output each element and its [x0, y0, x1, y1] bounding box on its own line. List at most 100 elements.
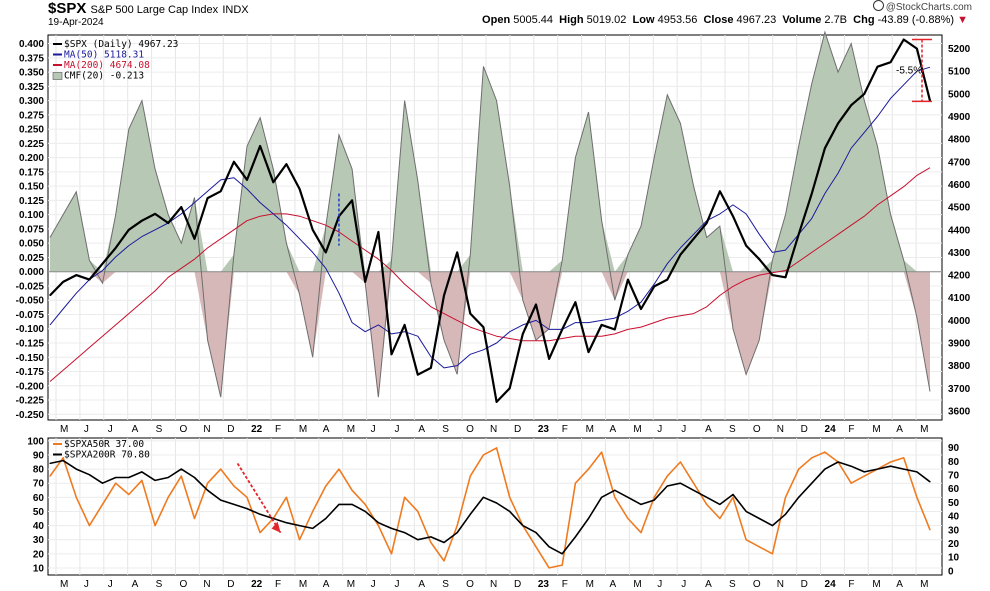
spxa50r-point — [627, 517, 629, 520]
x-tick-label: J — [108, 424, 113, 435]
price-point — [115, 247, 117, 249]
x-tick-label: J — [657, 424, 662, 435]
price-point — [430, 367, 432, 369]
legend-label: $SPXA200R 70.80 — [64, 450, 150, 461]
spxa200r-point — [876, 468, 879, 470]
price-point — [561, 328, 563, 331]
x-tick-label: M — [586, 424, 594, 435]
price-point — [482, 326, 485, 328]
spxa200r-point — [49, 462, 51, 465]
spxa200r-point — [587, 517, 590, 520]
price-point — [535, 303, 537, 306]
spxa200r-point — [364, 510, 366, 513]
spxa50r-point — [495, 447, 498, 449]
spxa50r-point — [640, 532, 642, 534]
x-tick-label: 22 — [251, 579, 263, 590]
spxa50r-point — [561, 564, 563, 566]
price-point — [469, 312, 471, 315]
spxa50r-point — [154, 524, 156, 527]
spxa50r-point — [298, 539, 301, 541]
x-tick-label: 23 — [538, 424, 550, 435]
spxa200r-point — [88, 474, 91, 476]
y-tick-label-right: 90 — [948, 443, 960, 454]
y-tick-label-right: 4800 — [948, 135, 971, 146]
spxa50r-point — [548, 567, 550, 569]
price-point — [443, 294, 445, 297]
spxa50r-point — [101, 503, 104, 505]
spxa200r-point — [154, 479, 156, 481]
price-point — [207, 197, 209, 199]
spxa50r-point — [666, 475, 668, 477]
breadth-panel: M J J A S O N D 22 F M A M J J A S O N D 23 F M A M J J A S O N D 24 F M A M… — [27, 436, 959, 590]
legend-swatch — [52, 72, 63, 80]
price-line — [49, 38, 932, 403]
x-tick-label: S — [442, 424, 449, 435]
spxa50r-point — [207, 482, 209, 484]
spxa200r-point — [574, 536, 576, 538]
spxa50r-point — [653, 496, 655, 498]
price-point — [784, 276, 787, 278]
price-point — [587, 351, 590, 353]
spxa50r-point — [509, 496, 511, 498]
spxa200r-point — [495, 502, 498, 504]
x-tick-label: N — [777, 579, 784, 590]
brand-text: @StockCharts.com — [885, 2, 972, 13]
y-tick-label-right: 3600 — [948, 406, 971, 417]
price-point — [548, 358, 550, 360]
y-tick-label-left: -0.225 — [16, 396, 45, 407]
spxa50r-point — [916, 496, 918, 498]
spxa200r-point — [312, 527, 314, 529]
y-tick-label-left: 70 — [33, 479, 45, 490]
spxa50r-point — [417, 510, 419, 513]
spxa50r-point — [338, 468, 340, 470]
x-tick-label: A — [896, 579, 903, 590]
spxa50r-point — [601, 451, 603, 453]
price-point — [390, 353, 393, 355]
y-tick-label-left: 0.050 — [19, 239, 44, 250]
spxa50r-point — [706, 503, 708, 505]
spxa50r-point — [404, 496, 406, 498]
y-tick-label-left: 0.375 — [19, 53, 44, 64]
spxa200r-point — [601, 496, 603, 498]
spxa50r-point — [351, 489, 353, 491]
x-tick-label: M — [633, 579, 641, 590]
spxa50r-point — [798, 468, 800, 470]
y-tick-label-left: 0.275 — [19, 110, 44, 121]
y-tick-label-left: -0.250 — [16, 410, 45, 421]
y-tick-label-right: 4900 — [948, 112, 971, 123]
spxa50r-point — [167, 496, 169, 498]
spxa50r-point — [62, 457, 64, 459]
y-tick-label-left: -0.175 — [16, 367, 45, 378]
y-tick-label-left: 60 — [33, 493, 45, 504]
exchange: INDX — [222, 4, 249, 16]
y-tick-label-left: 50 — [33, 507, 45, 518]
x-tick-label: O — [753, 424, 761, 435]
spxa200r-point — [758, 517, 760, 520]
x-tick-label: M — [60, 424, 68, 435]
chg-label: Chg — [853, 14, 875, 26]
spxa50r-point — [180, 475, 182, 477]
price-point — [732, 215, 734, 217]
price-point — [167, 222, 169, 224]
spxa50r-point — [285, 496, 288, 498]
x-tick-label: M — [60, 579, 68, 590]
x-tick-label: N — [203, 424, 210, 435]
x-tick-label: M — [872, 424, 880, 435]
price-point — [193, 238, 196, 240]
price-point — [706, 222, 708, 224]
y-tick-label-left: -0.025 — [16, 281, 45, 292]
spxa200r-point — [325, 517, 327, 520]
x-tick-label: M — [586, 579, 594, 590]
y-tick-label-left: 0.325 — [19, 82, 44, 93]
spxa200r-point — [390, 527, 393, 529]
spxa200r-point — [115, 476, 117, 479]
price-point — [679, 254, 682, 256]
spxa200r-point — [75, 468, 77, 470]
x-tick-label: M — [872, 579, 880, 590]
spxa200r-point — [837, 461, 839, 463]
spxa200r-point — [784, 513, 787, 515]
x-tick-label: J — [371, 579, 376, 590]
ma50-line — [49, 66, 931, 369]
y-tick-label-right: 4100 — [948, 293, 971, 304]
spxa50r-point — [771, 553, 773, 555]
